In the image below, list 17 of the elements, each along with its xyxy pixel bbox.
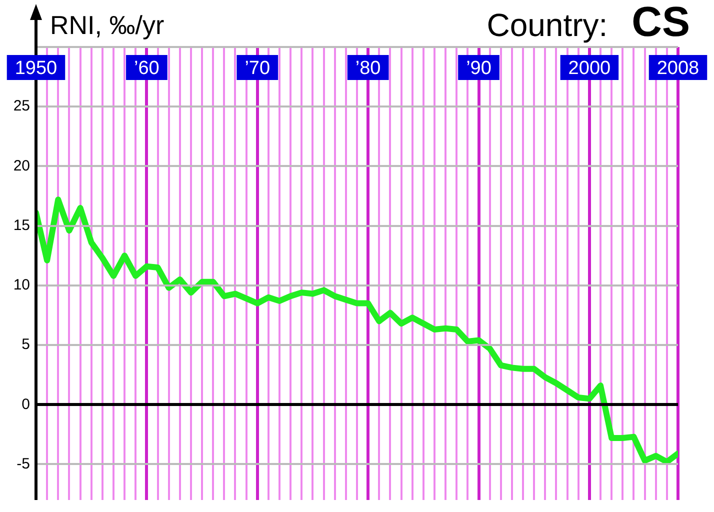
x-tick-label: 2008	[656, 58, 700, 79]
y-axis-title: RNI, ‰/yr	[50, 10, 164, 40]
y-tick-label: -5	[16, 455, 30, 472]
chart-title: Country:	[486, 7, 608, 43]
y-tick-label: 10	[13, 276, 30, 294]
x-tick-label: 1950	[14, 58, 58, 79]
y-tick-label: 20	[13, 157, 30, 174]
x-tick-label: ’90	[466, 58, 492, 79]
x-tick-label: 2000	[568, 58, 611, 79]
x-tick-label: ’70	[244, 58, 270, 79]
y-tick-label: 25	[13, 98, 30, 115]
y-tick-label: 15	[13, 216, 30, 234]
x-tick-label: ’80	[355, 58, 381, 79]
y-tick-label: 5	[22, 336, 30, 354]
y-tick-label: 0	[22, 396, 30, 413]
chart-subtitle: CS	[632, 0, 690, 45]
x-tick-label: ’60	[134, 58, 160, 79]
